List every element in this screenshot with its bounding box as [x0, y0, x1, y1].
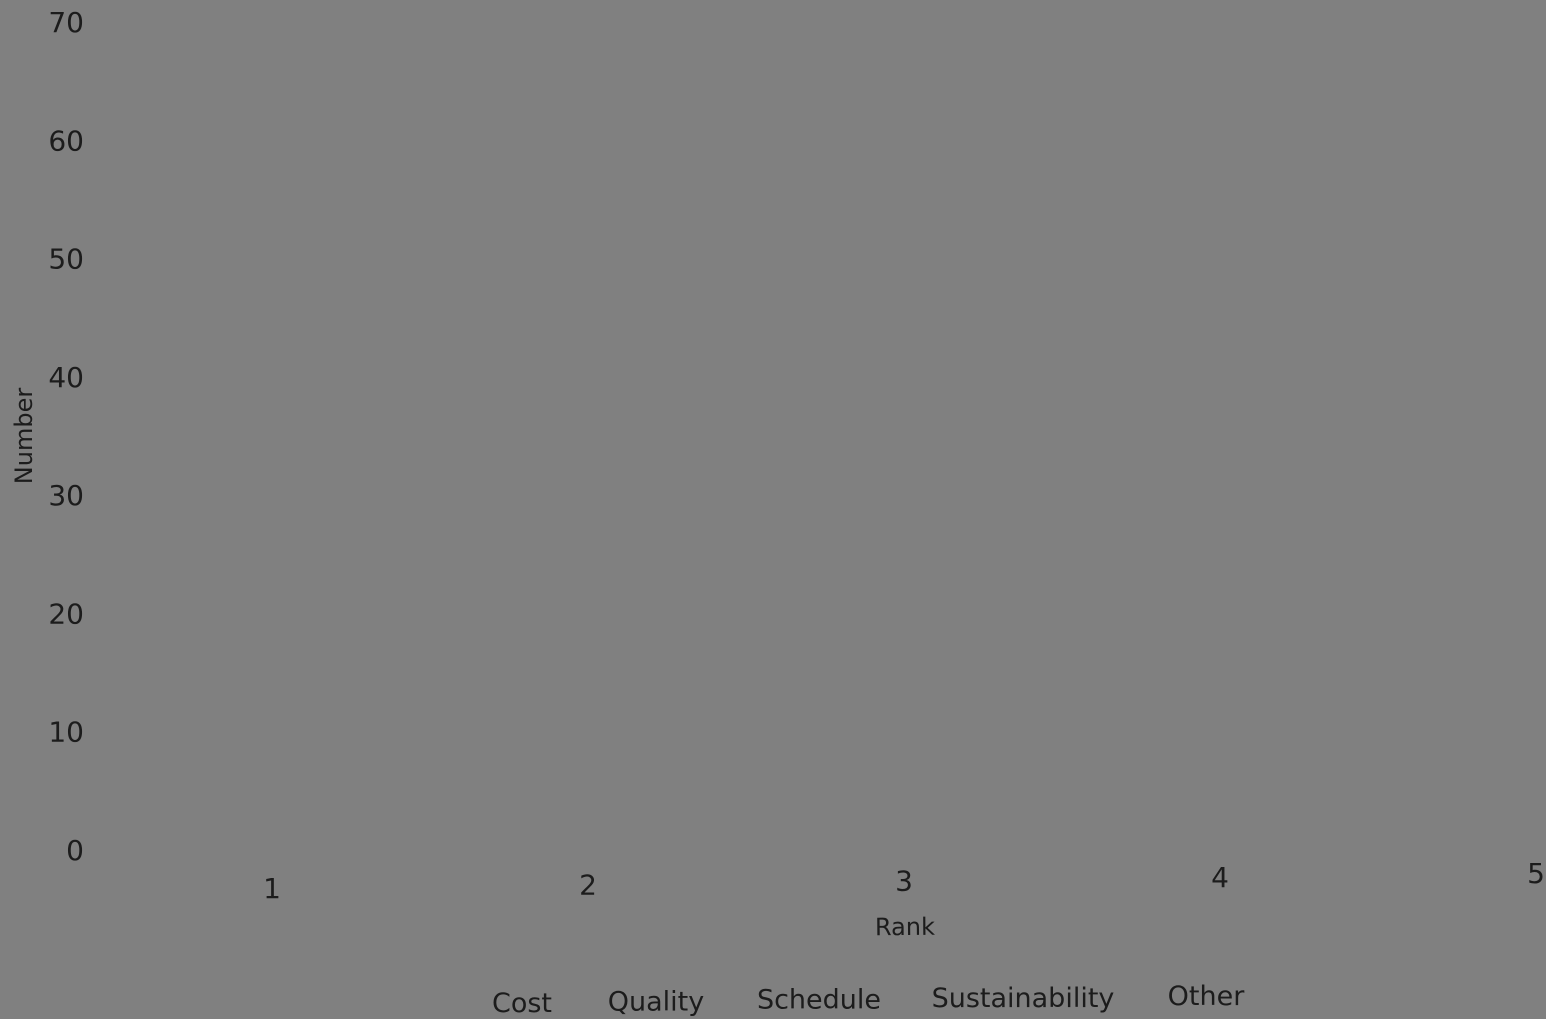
y-tick-label: 20 — [48, 597, 84, 630]
x-tick-label: 3 — [895, 865, 913, 898]
y-tick-label: 30 — [48, 479, 84, 512]
x-tick-label: 1 — [263, 872, 281, 905]
legend-item-cost: Cost — [492, 988, 552, 1019]
x-tick-label: 2 — [579, 868, 597, 901]
y-tick-label: 50 — [48, 243, 84, 276]
legend-item-sustainability: Sustainability — [932, 983, 1115, 1014]
x-tick-label: 4 — [1211, 861, 1229, 894]
x-tick-label: 5 — [1527, 857, 1545, 890]
y-tick-label: 60 — [48, 124, 84, 157]
y-axis-ticks: 0 10 20 30 40 50 60 70 — [48, 6, 84, 867]
x-axis-title: Rank — [875, 913, 935, 942]
legend-item-schedule: Schedule — [757, 985, 881, 1016]
x-axis-ticks: 1 2 3 4 5 — [263, 857, 1545, 905]
legend-item-other: Other — [1168, 981, 1246, 1012]
y-tick-label: 40 — [48, 361, 84, 394]
y-axis-title: Number — [10, 388, 38, 485]
legend: Cost Quality Schedule Sustainability Other — [492, 981, 1245, 1019]
legend-item-quality: Quality — [608, 986, 704, 1017]
y-tick-label: 0 — [66, 834, 84, 867]
y-tick-label: 10 — [48, 716, 84, 749]
y-tick-label: 70 — [48, 6, 84, 39]
